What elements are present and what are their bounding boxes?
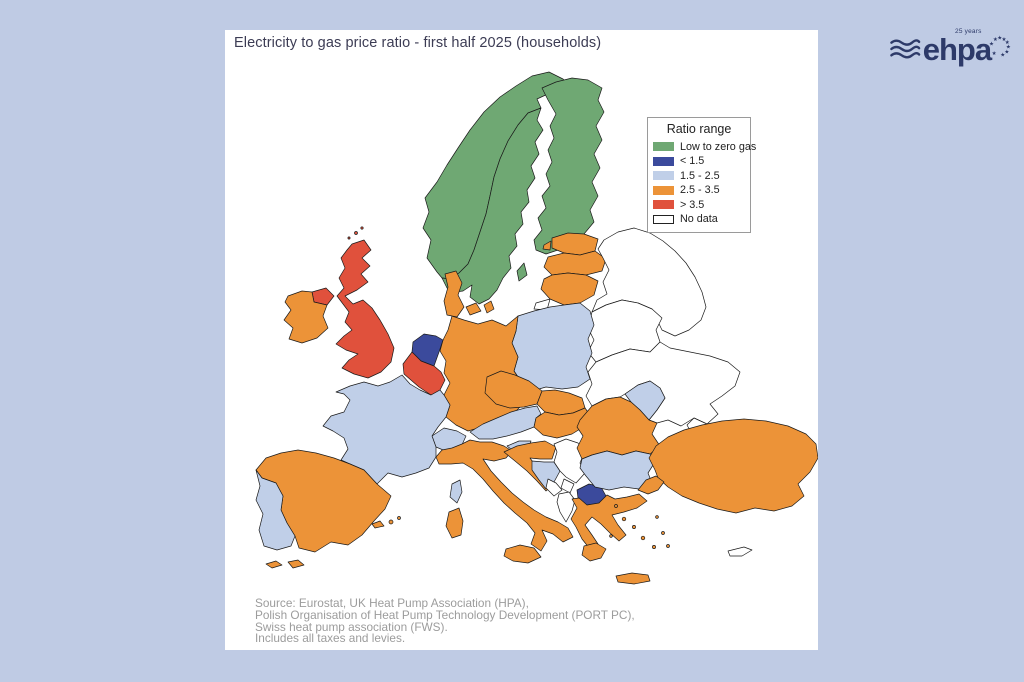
legend-label: > 3.5 (680, 198, 705, 211)
island-balearic (388, 519, 394, 525)
denmark-island (483, 300, 495, 314)
region-peloponnese (581, 542, 607, 562)
country-montenegro (545, 478, 563, 497)
svg-text:★: ★ (1006, 44, 1011, 50)
svg-text:★: ★ (1002, 37, 1007, 43)
denmark-island (465, 302, 482, 316)
country-italy (435, 439, 574, 552)
region-turkish-thrace (637, 475, 665, 495)
island-gotland (516, 262, 528, 282)
svg-text:★: ★ (1005, 40, 1010, 46)
country-latvia (543, 250, 607, 276)
europe-choropleth-map (255, 71, 818, 585)
greek-island (640, 535, 646, 541)
island-cyprus (727, 546, 753, 557)
svg-text:★: ★ (993, 37, 998, 43)
region-kosovo (560, 478, 575, 494)
map-title: Electricity to gas price ratio - first h… (234, 35, 602, 51)
legend-swatch-gt-3-5 (653, 200, 674, 210)
legend-swatch-lt-1-5 (653, 156, 674, 166)
svg-text:★: ★ (989, 41, 994, 47)
greek-island (666, 544, 670, 548)
island-crete (615, 572, 651, 585)
greek-island (661, 531, 665, 535)
legend-row: > 3.5 (653, 198, 745, 212)
island-canary (265, 560, 283, 569)
source-line: Polish Organisation of Heat Pump Technol… (255, 607, 635, 622)
country-denmark (443, 270, 465, 318)
legend-row: < 1.5 (653, 155, 745, 169)
legend-row: 1.5 - 2.5 (653, 169, 745, 183)
island-balearic (397, 516, 401, 520)
anniversary-label: 25 years (955, 28, 982, 35)
island-sardinia (445, 507, 464, 539)
legend-swatch-no-data (653, 214, 674, 224)
legend-swatch-2-5-3-5 (653, 185, 674, 195)
country-bulgaria (579, 450, 656, 491)
legend-swatch-low-to-zero-gas (653, 142, 674, 152)
country-turkey (648, 418, 818, 514)
greek-island (652, 545, 656, 549)
country-france (322, 374, 451, 485)
ehpa-wordmark: ehpa (922, 31, 992, 67)
uk-isle (354, 231, 358, 235)
legend-row: No data (653, 213, 745, 227)
country-russia (591, 227, 707, 337)
eu-stars-icon: ★ ★ ★ ★ ★ ★ ★ ★ ★ (989, 36, 1011, 59)
country-united-kingdom (335, 239, 395, 379)
svg-text:★: ★ (997, 36, 1002, 42)
source-line: Swiss heat pump association (FWS). (255, 619, 448, 634)
island-canary (287, 559, 305, 569)
legend: Ratio range Low to zero gas < 1.5 1.5 - … (647, 117, 756, 233)
legend-title: Ratio range (666, 122, 732, 136)
country-albania (556, 491, 576, 523)
source-note: Source: Eurostat, UK Heat Pump Associati… (255, 596, 635, 646)
source-line: Source: Eurostat, UK Heat Pump Associati… (255, 596, 529, 610)
svg-text:★: ★ (1004, 49, 1009, 55)
country-greece (570, 493, 648, 550)
svg-text:★: ★ (992, 51, 997, 57)
greek-island (609, 534, 613, 538)
country-portugal (255, 469, 296, 551)
legend-label: < 1.5 (680, 155, 705, 168)
greek-island (655, 515, 659, 519)
legend-row: 2.5 - 3.5 (653, 184, 745, 198)
legend-row: Low to zero gas (653, 140, 756, 154)
legend-label: No data (680, 213, 718, 226)
uk-isle (347, 236, 351, 240)
country-finland (533, 77, 605, 255)
ehpa-logo: ehpa 25 years ★ ★ ★ ★ ★ ★ ★ ★ ★ (889, 26, 1014, 72)
island-corsica (449, 479, 463, 504)
country-poland (511, 302, 595, 392)
greek-island (614, 504, 618, 508)
country-belgium (402, 351, 446, 396)
country-serbia (553, 438, 586, 484)
greek-island (621, 516, 627, 522)
estonia-islands (542, 240, 552, 251)
legend-swatch-1-5-2-5 (653, 171, 674, 181)
country-ireland (283, 290, 329, 344)
legend-label: 1.5 - 2.5 (680, 169, 720, 182)
country-lithuania (540, 272, 599, 306)
country-sweden (441, 107, 544, 305)
legend-label: 2.5 - 3.5 (680, 184, 720, 197)
waves-icon (890, 39, 921, 59)
greek-island (632, 525, 636, 529)
island-balearic (371, 520, 385, 529)
source-line: Includes all taxes and levies. (255, 631, 406, 646)
map-panel: Electricity to gas price ratio - first h… (225, 30, 818, 650)
svg-text:★: ★ (1000, 53, 1005, 59)
uk-isle (360, 226, 364, 230)
legend-label: Low to zero gas (680, 140, 757, 153)
island-sicily (503, 544, 542, 564)
